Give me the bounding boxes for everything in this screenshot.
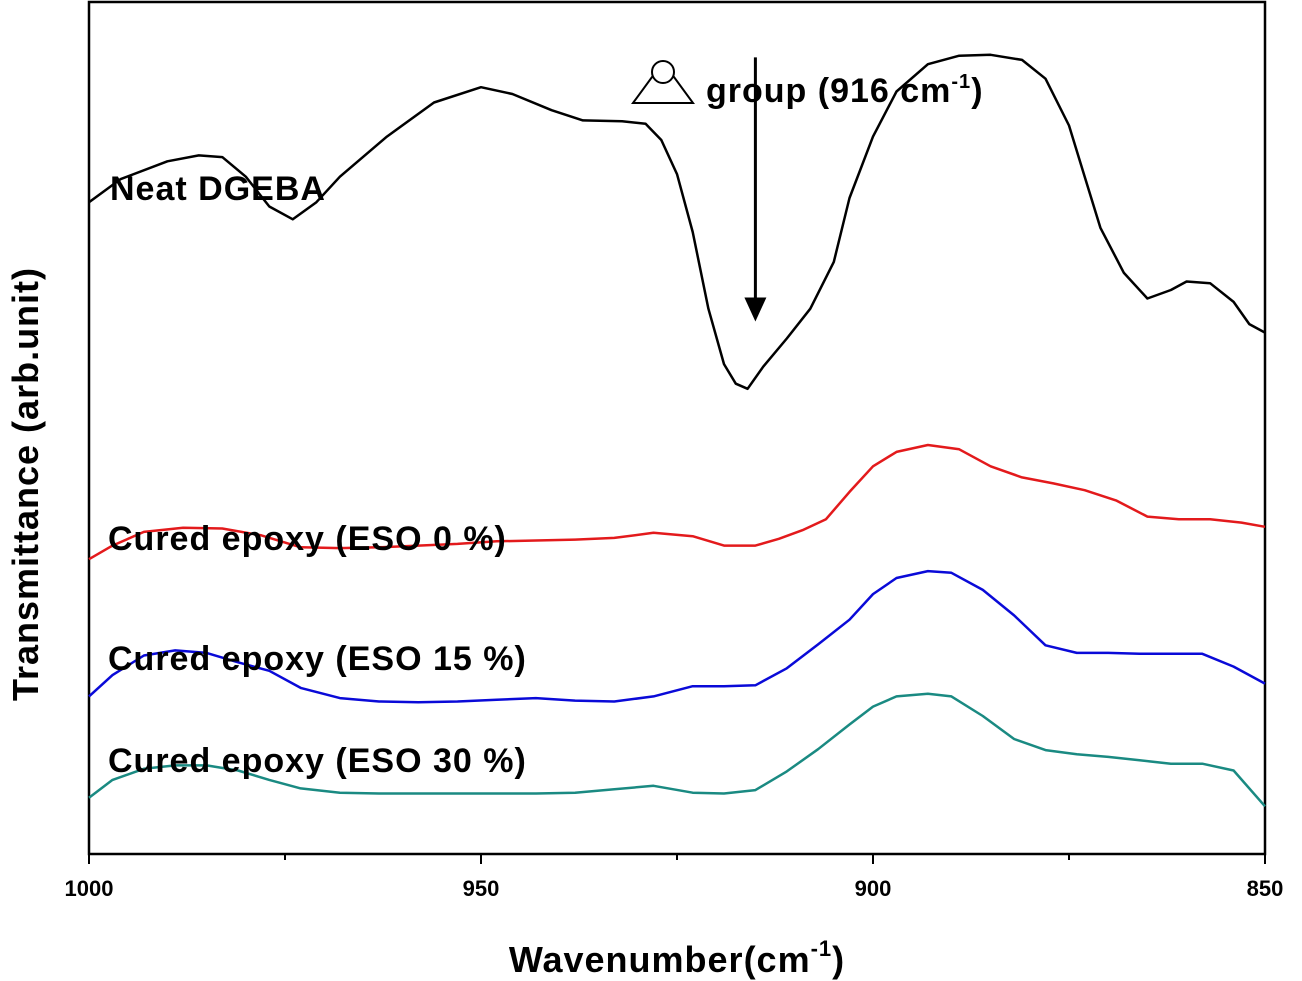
- series-label-eso-30: Cured epoxy (ESO 30 %): [108, 742, 527, 780]
- x-tick-label: 1000: [65, 876, 114, 901]
- x-axis-title-close-paren: ): [832, 939, 845, 980]
- series-line-eso-0: [88, 443, 1266, 561]
- y-axis-title: Transmittance (arb.unit): [5, 267, 46, 701]
- annotation-label: group (916 cm: [706, 72, 951, 110]
- series-label-neat-dgeba: Neat DGEBA: [110, 170, 326, 208]
- plot-frame: [87, 0, 1267, 856]
- x-axis-title-superscript: -1: [811, 936, 833, 961]
- x-tick-label: 850: [1247, 876, 1284, 901]
- series-line-eso-30: [88, 692, 1266, 808]
- x-tick-label: 900: [855, 876, 892, 901]
- epoxide-triangle-icon: [631, 60, 695, 104]
- series-label-eso-0: Cured epoxy (ESO 0 %): [108, 520, 507, 558]
- x-tick-label: 950: [463, 876, 500, 901]
- series-label-eso-15: Cured epoxy (ESO 15 %): [108, 640, 527, 678]
- series-line-eso-15: [88, 569, 1266, 704]
- series-line-neat-dgeba: [88, 53, 1266, 391]
- annotation-superscript: -1: [951, 71, 971, 93]
- annotation-text: group (916 cm-1): [706, 71, 984, 110]
- annotation-arrow-head: [744, 297, 767, 322]
- annotation-close-paren: ): [971, 72, 983, 110]
- x-axis-title-main: Wavenumber(cm: [509, 939, 811, 980]
- x-axis-ticks: 1000 950 900 850: [65, 854, 1284, 901]
- epoxide-annotation: group (916 cm-1): [631, 57, 984, 322]
- x-axis-title: Wavenumber(cm-1): [509, 936, 845, 980]
- series-layer: [88, 53, 1266, 808]
